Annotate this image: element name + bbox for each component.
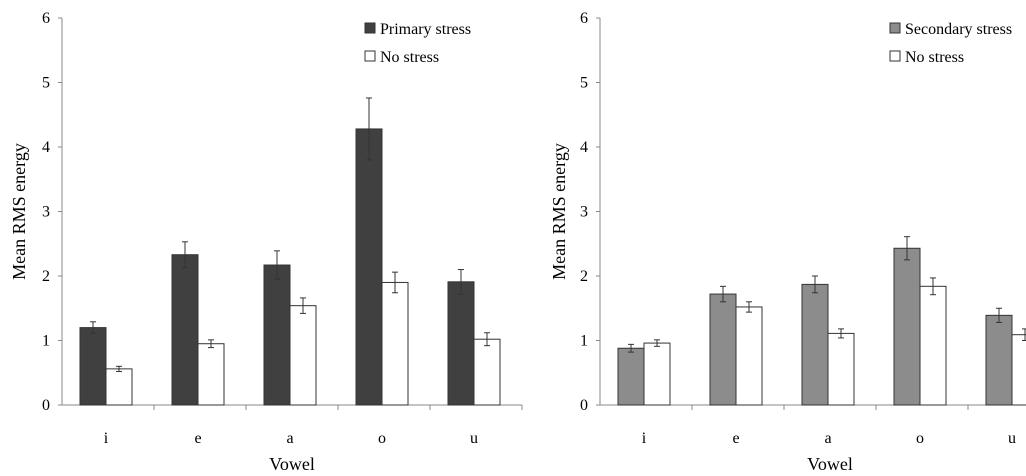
bar-unstressed-i: [643, 342, 671, 406]
bar-stressed-i: [617, 347, 645, 406]
x-tick-label: a: [286, 430, 293, 447]
y-tick-label: 2: [580, 268, 588, 285]
y-axis-title: Mean RMS energy: [549, 143, 569, 280]
bar-unstressed-o: [381, 281, 409, 406]
legend-label: Primary stress: [380, 21, 471, 38]
y-tick-label: 4: [580, 139, 588, 156]
bar-unstressed-e: [197, 343, 225, 406]
x-tick-label: e: [732, 430, 739, 447]
x-axis-title: Vowel: [269, 454, 315, 474]
y-tick-label: 2: [42, 268, 50, 285]
legend-swatch: [889, 22, 901, 34]
bar-stressed-o: [355, 128, 383, 406]
bar-stressed-i: [79, 327, 107, 406]
bar-stressed-u: [447, 281, 475, 406]
x-tick-label: i: [642, 430, 647, 447]
bar-stressed-e: [171, 254, 199, 406]
bar-stressed-e: [709, 293, 737, 406]
bar-unstressed-a: [827, 332, 855, 406]
bar-unstressed-e: [735, 306, 763, 406]
y-tick-label: 0: [42, 397, 50, 414]
bar-unstressed-o: [919, 285, 947, 406]
legend-label: No stress: [380, 49, 439, 66]
y-tick-label: 6: [42, 10, 50, 27]
legend-swatch: [364, 22, 376, 34]
x-tick-label: i: [104, 430, 109, 447]
y-tick-label: 5: [42, 75, 50, 92]
bar-stressed-o: [893, 247, 921, 406]
y-tick-label: 5: [580, 75, 588, 92]
x-tick-label: o: [378, 430, 386, 447]
x-tick-label: a: [824, 430, 831, 447]
bar-stressed-u: [985, 314, 1013, 406]
legend-label: Secondary stress: [905, 21, 1012, 38]
bar-stressed-a: [263, 264, 291, 406]
bar-unstressed-i: [105, 368, 133, 406]
x-tick-label: e: [194, 430, 201, 447]
legend-swatch: [889, 50, 901, 62]
y-tick-label: 3: [580, 204, 588, 221]
bar-stressed-a: [801, 283, 829, 406]
chart-panel-1: 0 1 2 3 4 5 6 Mean RMS energy Vowel i e a o u Primary …: [9, 10, 523, 474]
y-tick-label: 0: [580, 397, 588, 414]
legend-swatch: [364, 50, 376, 62]
bar-unstressed-u: [473, 338, 501, 406]
x-tick-label: u: [1008, 430, 1016, 447]
y-tick-label: 1: [42, 333, 50, 350]
y-tick-label: 4: [42, 139, 50, 156]
chart-panel-2: 0 1 2 3 4 5 6 Mean RMS energy Vowel i e a o u Secondar…: [549, 10, 1026, 474]
bar-unstressed-a: [289, 305, 317, 406]
y-axis-title: Mean RMS energy: [9, 143, 29, 280]
y-tick-label: 1: [580, 333, 588, 350]
x-tick-label: o: [916, 430, 924, 447]
bar-unstressed-u: [1011, 334, 1026, 406]
legend-label: No stress: [905, 49, 964, 66]
x-tick-label: u: [470, 430, 478, 447]
y-tick-label: 3: [42, 204, 50, 221]
y-tick-label: 6: [580, 10, 588, 27]
x-axis-title: Vowel: [807, 454, 853, 474]
